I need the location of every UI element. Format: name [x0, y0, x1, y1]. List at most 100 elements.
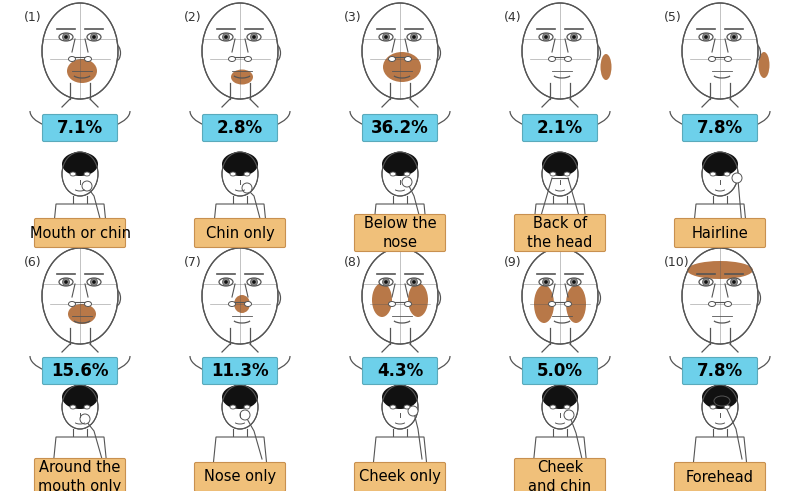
- Ellipse shape: [682, 248, 758, 344]
- Circle shape: [412, 280, 416, 284]
- Circle shape: [570, 278, 578, 285]
- Circle shape: [62, 278, 70, 285]
- Ellipse shape: [245, 56, 251, 61]
- FancyBboxPatch shape: [42, 357, 118, 384]
- FancyBboxPatch shape: [362, 357, 438, 384]
- Ellipse shape: [234, 295, 250, 313]
- Ellipse shape: [550, 172, 556, 176]
- Ellipse shape: [84, 172, 90, 176]
- Ellipse shape: [542, 385, 578, 409]
- Ellipse shape: [702, 385, 738, 409]
- Circle shape: [242, 183, 252, 193]
- Ellipse shape: [687, 261, 753, 279]
- Ellipse shape: [67, 59, 97, 83]
- Circle shape: [732, 35, 736, 39]
- Polygon shape: [372, 204, 428, 244]
- Polygon shape: [52, 204, 108, 244]
- FancyBboxPatch shape: [194, 463, 286, 491]
- Ellipse shape: [42, 248, 118, 344]
- Circle shape: [542, 278, 550, 285]
- Text: 7.1%: 7.1%: [57, 119, 103, 137]
- FancyBboxPatch shape: [674, 218, 766, 247]
- Text: (7): (7): [184, 256, 202, 269]
- Ellipse shape: [751, 290, 761, 306]
- Ellipse shape: [431, 45, 441, 61]
- Ellipse shape: [591, 290, 601, 306]
- FancyBboxPatch shape: [354, 215, 446, 251]
- Ellipse shape: [379, 278, 393, 286]
- Circle shape: [384, 280, 388, 284]
- Ellipse shape: [564, 405, 570, 409]
- Ellipse shape: [87, 278, 101, 286]
- Polygon shape: [532, 204, 588, 244]
- Ellipse shape: [230, 405, 236, 409]
- Ellipse shape: [84, 405, 90, 409]
- Circle shape: [704, 35, 708, 39]
- Ellipse shape: [404, 405, 410, 409]
- Text: Forehead: Forehead: [686, 469, 754, 485]
- Ellipse shape: [405, 301, 411, 306]
- Polygon shape: [212, 204, 268, 244]
- Ellipse shape: [229, 56, 235, 61]
- Ellipse shape: [247, 33, 261, 41]
- Ellipse shape: [85, 56, 91, 61]
- Circle shape: [222, 278, 230, 285]
- Ellipse shape: [549, 301, 555, 306]
- Ellipse shape: [68, 304, 96, 324]
- Ellipse shape: [85, 301, 91, 306]
- Circle shape: [732, 280, 736, 284]
- Ellipse shape: [62, 385, 98, 409]
- Ellipse shape: [550, 405, 556, 409]
- Ellipse shape: [382, 152, 418, 176]
- Ellipse shape: [539, 278, 553, 286]
- FancyBboxPatch shape: [674, 463, 766, 491]
- Circle shape: [384, 35, 388, 39]
- Ellipse shape: [222, 385, 258, 429]
- Ellipse shape: [271, 45, 281, 61]
- FancyBboxPatch shape: [202, 357, 278, 384]
- Circle shape: [92, 35, 96, 39]
- Text: (9): (9): [504, 256, 522, 269]
- Ellipse shape: [70, 172, 76, 176]
- Ellipse shape: [87, 33, 101, 41]
- Circle shape: [224, 35, 228, 39]
- Ellipse shape: [566, 285, 586, 323]
- Text: (6): (6): [24, 256, 42, 269]
- Text: Chin only: Chin only: [206, 225, 274, 241]
- Text: Cheek only: Cheek only: [359, 469, 441, 485]
- Ellipse shape: [407, 278, 421, 286]
- Ellipse shape: [372, 283, 392, 317]
- Text: Hairline: Hairline: [692, 225, 748, 241]
- Ellipse shape: [431, 290, 441, 306]
- Text: (8): (8): [344, 256, 362, 269]
- Ellipse shape: [70, 405, 76, 409]
- Text: Around the
mouth only: Around the mouth only: [38, 460, 122, 491]
- Circle shape: [250, 33, 258, 40]
- Text: (5): (5): [664, 11, 682, 24]
- Ellipse shape: [222, 152, 258, 196]
- Text: 15.6%: 15.6%: [51, 362, 109, 380]
- Ellipse shape: [710, 172, 716, 176]
- Circle shape: [402, 177, 412, 187]
- Text: 2.1%: 2.1%: [537, 119, 583, 137]
- Ellipse shape: [567, 33, 581, 41]
- Circle shape: [544, 280, 548, 284]
- Ellipse shape: [534, 285, 554, 323]
- Ellipse shape: [231, 70, 253, 84]
- Text: 7.8%: 7.8%: [697, 119, 743, 137]
- Ellipse shape: [390, 172, 396, 176]
- Text: Nose only: Nose only: [204, 469, 276, 485]
- Polygon shape: [692, 204, 748, 244]
- Circle shape: [64, 35, 68, 39]
- Ellipse shape: [362, 248, 438, 344]
- Circle shape: [80, 414, 90, 424]
- Ellipse shape: [709, 56, 715, 61]
- Ellipse shape: [59, 278, 73, 286]
- Circle shape: [704, 280, 708, 284]
- Ellipse shape: [382, 152, 418, 196]
- Ellipse shape: [69, 56, 75, 61]
- Ellipse shape: [709, 301, 715, 306]
- Text: 7.8%: 7.8%: [697, 362, 743, 380]
- Ellipse shape: [714, 396, 730, 406]
- Ellipse shape: [229, 301, 235, 306]
